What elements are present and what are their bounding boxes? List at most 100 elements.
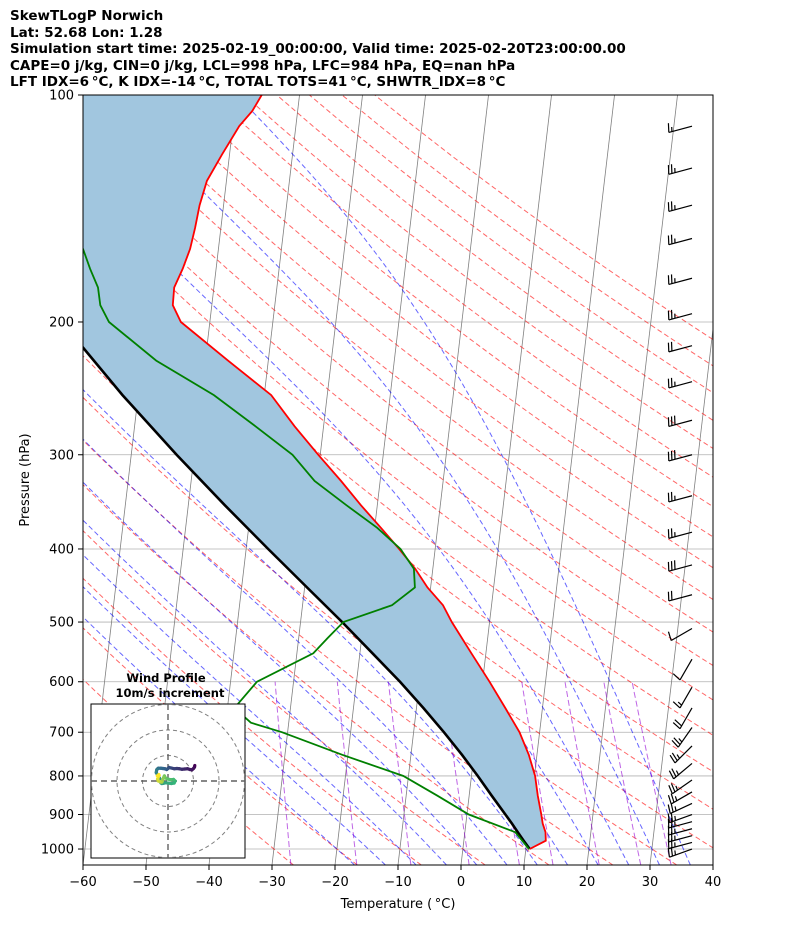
- barb-staff: [679, 707, 693, 730]
- mixing-ratio-line: [336, 681, 358, 865]
- wind-barb: [667, 791, 693, 805]
- inset-title: Wind Profile: [126, 671, 206, 685]
- wind-barb: [667, 450, 693, 462]
- y-tick-label: 1000: [41, 843, 74, 858]
- wind-barb: [667, 234, 693, 246]
- barb-flag: [671, 768, 677, 778]
- barb-staff: [674, 745, 693, 764]
- barb-staff: [668, 313, 693, 321]
- wind-barb: [667, 628, 693, 642]
- barb-half-flag: [675, 770, 680, 776]
- wind-barb: [667, 415, 693, 428]
- barb-half-flag: [677, 701, 683, 706]
- isotherm: [712, 861, 713, 865]
- barb-staff: [669, 813, 693, 824]
- mixing-ratio-line: [603, 681, 642, 865]
- barb-half-flag: [674, 815, 677, 821]
- indices-line-2: LFT IDX=6 °C, K IDX=-14 °C, TOTAL TOTS=4…: [10, 74, 506, 91]
- x-tick-label: 0: [457, 875, 465, 890]
- wind-barb: [669, 745, 693, 764]
- barb-staff: [668, 531, 693, 539]
- wind-barb: [667, 528, 693, 539]
- barb-staff: [679, 686, 693, 709]
- dry-adiabat: [276, 95, 713, 421]
- barb-flag: [669, 754, 676, 764]
- barb-staff: [668, 821, 693, 829]
- barb-half-flag: [675, 785, 679, 791]
- temperature-profile-line: [171, 95, 547, 850]
- x-tick-label: −10: [384, 875, 411, 890]
- moist-adiabat: [83, 519, 447, 865]
- time-line: Simulation start time: 2025-02-19_00:00:…: [10, 41, 626, 58]
- wind-barb: [672, 686, 693, 709]
- y-axis-label: Pressure (hPa): [18, 433, 33, 526]
- barb-flag: [667, 804, 671, 814]
- barb-staff: [668, 237, 693, 246]
- barb-staff: [668, 167, 693, 175]
- wind-barbs: [667, 123, 693, 858]
- background-lines: [83, 95, 713, 865]
- y-axis-ticks: 100 200 300 400 500 600 700 800 900 1000: [41, 89, 83, 858]
- barb-flag: [668, 770, 675, 780]
- dry-adiabat: [178, 95, 713, 508]
- wind-barb: [667, 341, 693, 353]
- y-tick-label: 400: [49, 542, 74, 557]
- indices-line-1: CAPE=0 j/kg, CIN=0 j/kg, LCL=998 hPa, LF…: [10, 57, 516, 74]
- barb-flag: [667, 631, 672, 641]
- wind-barb: [667, 164, 693, 175]
- barb-staff: [668, 345, 693, 353]
- mixing-ratio-line: [521, 681, 554, 865]
- dry-adiabat: [83, 627, 358, 865]
- moist-adiabat: [236, 95, 691, 865]
- barb-flag: [670, 803, 674, 813]
- dry-adiabat: [83, 96, 713, 601]
- wind-barb: [667, 846, 693, 858]
- barb-flag: [674, 719, 683, 727]
- barb-staff: [669, 802, 693, 815]
- hodograph-inset: Wind Profile 10m/s increment: [90, 671, 246, 859]
- x-tick-label: 30: [642, 875, 659, 890]
- parcel-profile-line: [83, 345, 531, 850]
- y-tick-label: 600: [49, 675, 74, 690]
- x-tick-label: −20: [321, 875, 348, 890]
- barb-staff: [668, 841, 693, 850]
- barb-flag: [673, 737, 681, 745]
- barb-staff: [668, 835, 693, 843]
- x-axis-ticks: −60 −50 −40 −30 −20 −10 0 10 20 30 40: [69, 865, 721, 890]
- barb-flag: [672, 701, 681, 709]
- barb-staff: [668, 594, 693, 602]
- y-tick-label: 100: [49, 89, 74, 104]
- wind-barb: [667, 812, 693, 824]
- y-tick-label: 900: [49, 808, 74, 823]
- barb-flag: [670, 783, 676, 793]
- barb-flag: [668, 785, 673, 795]
- wind-barb: [672, 707, 693, 730]
- profiles: [83, 95, 547, 850]
- x-tick-label: −50: [132, 875, 159, 890]
- dry-adiabat: [341, 95, 713, 367]
- dry-adiabat: [83, 439, 614, 865]
- x-tick-label: −40: [195, 875, 222, 890]
- barb-flag: [670, 793, 675, 803]
- barb-flag: [667, 794, 672, 805]
- barb-flag: [670, 812, 674, 822]
- dry-adiabat: [83, 165, 713, 667]
- inset-subtitle: 10m/s increment: [116, 686, 225, 700]
- moist-adiabat: [83, 616, 355, 865]
- dry-adiabat: [83, 200, 713, 701]
- location-line: Lat: 52.68 Lon: 1.28: [10, 24, 163, 41]
- barb-staff: [679, 658, 693, 681]
- chart-title: SkewTLogP Norwich: [10, 8, 164, 24]
- barb-staff: [668, 277, 693, 286]
- wind-barb: [667, 560, 693, 572]
- x-tick-label: 20: [579, 875, 596, 890]
- y-tick-label: 500: [49, 616, 74, 631]
- dry-adiabat: [83, 237, 713, 736]
- wind-barb: [671, 727, 693, 748]
- x-tick-label: 10: [516, 875, 533, 890]
- isotherm: [586, 95, 678, 865]
- isotherm: [334, 95, 426, 865]
- wind-barb: [667, 201, 693, 212]
- barb-staff: [668, 381, 693, 389]
